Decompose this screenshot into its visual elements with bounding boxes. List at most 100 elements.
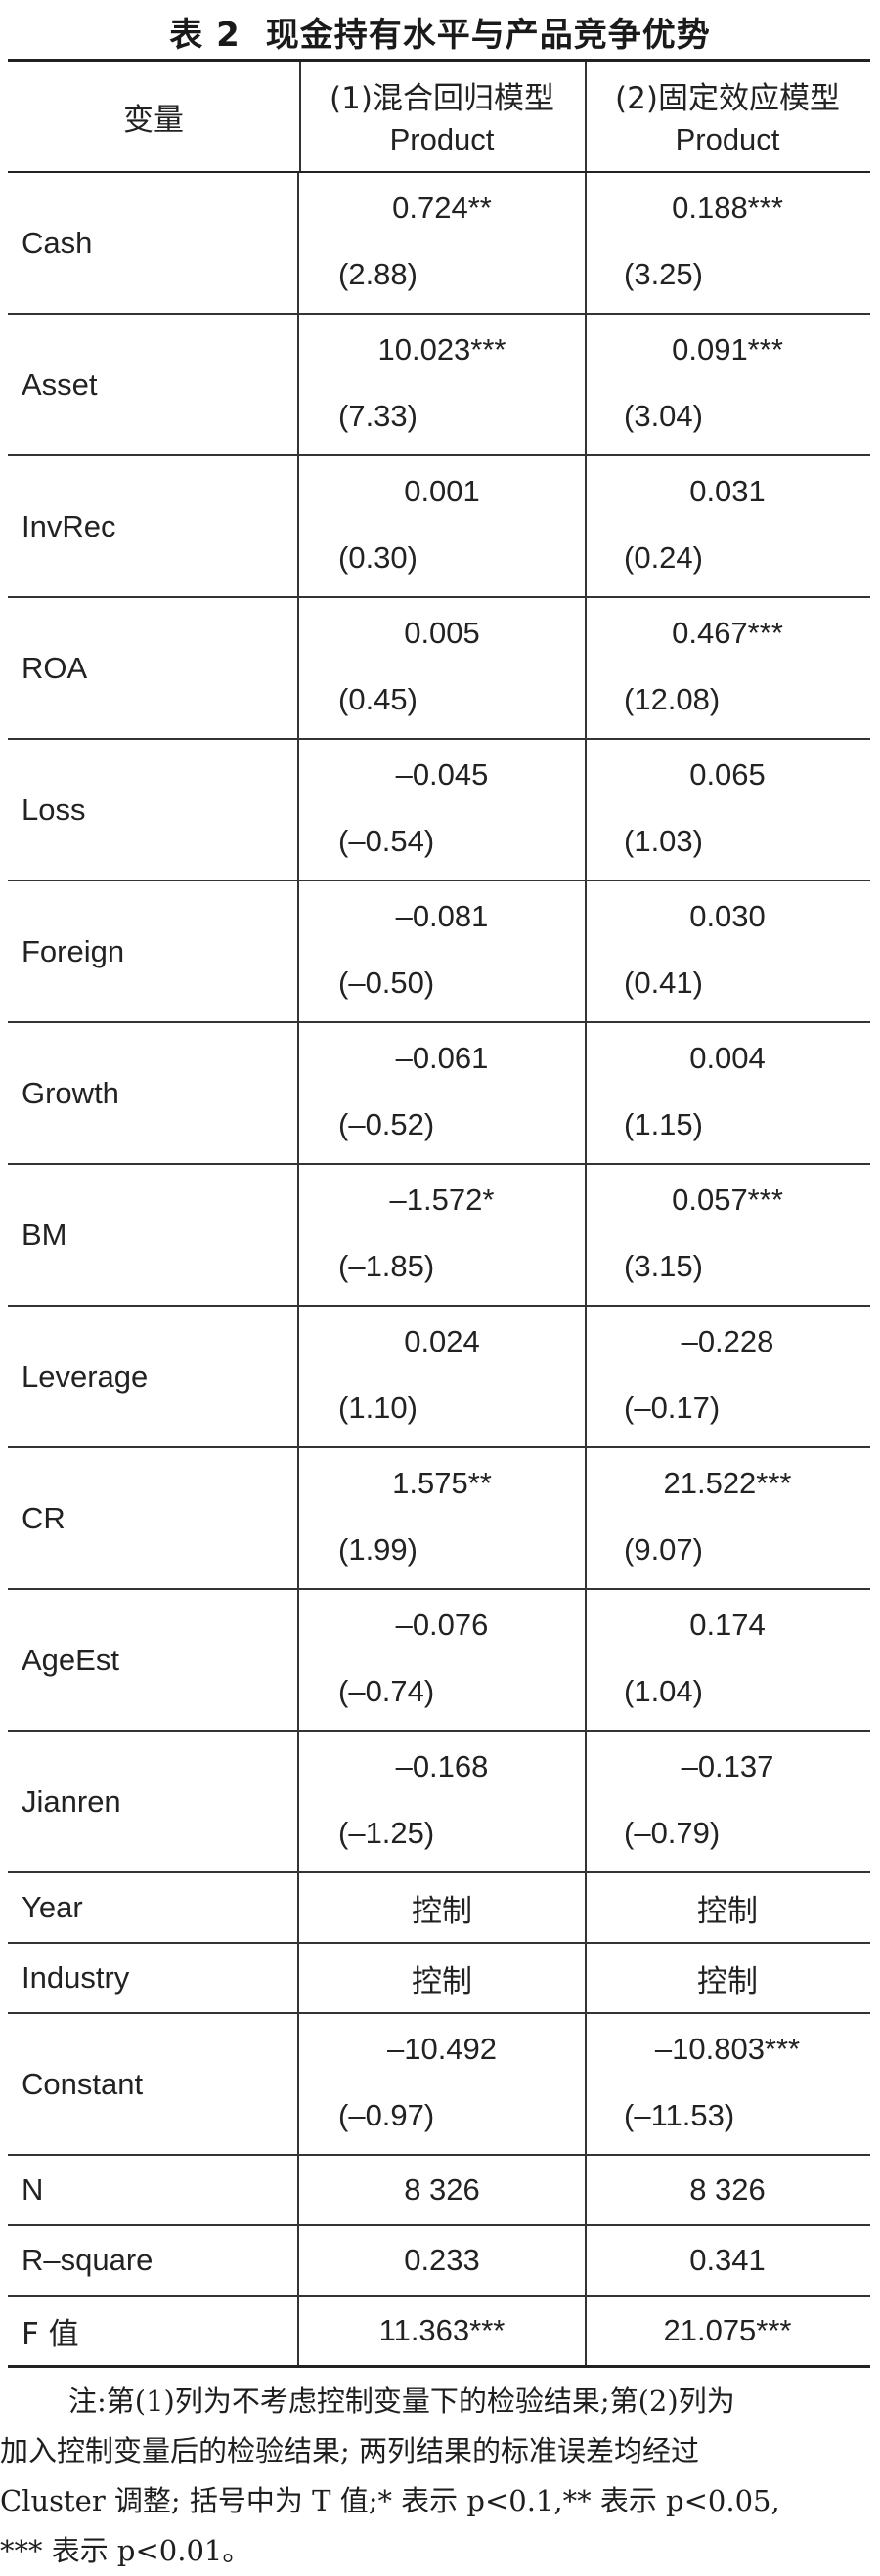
t-value-model-1: (2.88) [338,257,418,291]
header-model-2: (2)固定效应模型 Product [585,62,870,171]
table-row: Loss –0.045 (–0.54) 0.065 (1.03) [8,740,870,881]
cell-model-2: 8 326 [689,2172,766,2207]
coefficient-model-2: 0.091*** [672,332,783,366]
row-label: Asset [8,315,299,454]
header-model-1-dv: Product [389,122,495,156]
cell-model-1: 控制 [412,1963,472,1999]
cell-model-2: 控制 [697,1893,758,1929]
table-row-constant: Constant –10.492 (–0.97) –10.803*** (–11… [8,2014,870,2156]
t-value-model-1: (–0.52) [338,1107,435,1141]
row-label: Jianren [8,1732,299,1871]
coefficient-model-2: 0.174 [689,1608,766,1642]
t-value-model-2: (0.41) [624,966,703,1000]
t-value-model-2: (3.25) [624,257,703,291]
note-line-1: 注:第(1)列为不考虑控制变量下的检验结果;第(2)列为 [68,2384,735,2418]
cell-model-2: 控制 [697,1963,758,1999]
variable-rows: Cash 0.724** (2.88) 0.188*** (3.25) Asset 10.0… [8,173,870,1873]
table-row: Jianren –0.168 (–1.25) –0.137 (–0.79) [8,1732,870,1873]
coefficient-model-2: 0.030 [689,899,766,933]
row-label: F 值 [8,2297,299,2365]
table-row-f: F 值 11.363*** 21.075*** [8,2297,870,2365]
row-label: Growth [8,1023,299,1163]
cell-model-2: 21.075*** [663,2313,792,2347]
header-model-1: (1)混合回归模型 Product [299,62,587,171]
cell-model-1: 0.233 [404,2243,480,2277]
t-value-model-2: (3.15) [624,1249,703,1283]
t-value-model-1: (7.33) [338,399,418,433]
t-value-model-1: (–0.54) [338,824,435,858]
coefficient-model-1: 0.024 [404,1324,480,1358]
header-variable: 变量 [8,62,301,171]
coefficient-model-2: 0.065 [689,757,766,792]
row-label: BM [8,1165,299,1305]
table-row: AgeEst –0.076 (–0.74) 0.174 (1.04) [8,1590,870,1732]
table-row-rsquare: R–square 0.233 0.341 [8,2226,870,2297]
coefficient-model-1: –10.492 [386,2032,498,2066]
coefficient-model-2: –10.803*** [654,2032,801,2066]
t-value-model-1: (–0.97) [338,2098,435,2132]
row-label: Foreign [8,881,299,1021]
cell-model-1: 8 326 [404,2172,480,2207]
table-row: CR 1.575** (1.99) 21.522*** (9.07) [8,1448,870,1590]
table-row: Asset 10.023*** (7.33) 0.091*** (3.04) [8,315,870,456]
note-line-2: 加入控制变量后的检验结果; 两列结果的标准误差均经过 [0,2434,699,2468]
table-row: Cash 0.724** (2.88) 0.188*** (3.25) [8,173,870,315]
note-line-3: Cluster 调整; 括号中为 T 值;* 表示 p<0.1,** 表示 p<… [0,2484,780,2517]
table-note: 注:第(1)列为不考虑控制变量下的检验结果;第(2)列为 加入控制变量后的检验结… [0,2377,880,2576]
coefficient-model-1: 1.575** [392,1466,492,1500]
t-value-model-2: (–0.17) [624,1391,721,1425]
table-row: Growth –0.061 (–0.52) 0.004 (1.15) [8,1023,870,1165]
row-label: Industry [8,1944,299,2012]
t-value-model-1: (0.45) [338,682,418,716]
table-row: ROA 0.005 (0.45) 0.467*** (12.08) [8,598,870,740]
t-value-model-2: (0.24) [624,540,703,575]
t-value-model-2: (1.03) [624,824,703,858]
t-value-model-2: (1.15) [624,1107,703,1141]
table-row: InvRec 0.001 (0.30) 0.031 (0.24) [8,456,870,598]
t-value-model-1: (–1.85) [338,1249,435,1283]
t-value-model-2: (–0.79) [624,1816,721,1850]
t-value-model-1: (0.30) [338,540,418,575]
t-value-model-2: (9.07) [624,1532,703,1567]
row-label: N [8,2156,299,2224]
header-model-2-name: (2)固定效应模型 [615,81,840,116]
table-title-text: 现金持有水平与产品竞争优势 [265,16,711,55]
coefficient-model-1: 0.001 [404,474,480,508]
coefficient-model-1: –0.061 [395,1041,489,1075]
coefficient-model-2: 0.004 [689,1041,766,1075]
table-row-n: N 8 326 8 326 [8,2156,870,2226]
row-label: Loss [8,740,299,880]
header-model-2-dv: Product [675,122,780,156]
coefficient-model-2: 0.188*** [672,191,783,225]
t-value-model-2: (1.04) [624,1674,703,1708]
coefficient-model-1: –0.081 [395,899,489,933]
row-label: R–square [8,2226,299,2295]
t-value-model-1: (1.99) [338,1532,418,1567]
table-number: 表 2 [169,16,241,55]
row-label: AgeEst [8,1590,299,1730]
table-row-industry: Industry 控制 控制 [8,1944,870,2014]
row-label: Year [8,1873,299,1942]
cell-model-1: 控制 [412,1893,472,1929]
coefficient-model-2: –0.228 [681,1324,774,1358]
coefficient-model-2: 0.057*** [672,1182,783,1217]
note-line-4: *** 表示 p<0.01。 [0,2534,251,2567]
table-row: Foreign –0.081 (–0.50) 0.030 (0.41) [8,881,870,1023]
t-value-model-1: (–0.50) [338,966,435,1000]
cell-model-1: 11.363*** [378,2313,506,2347]
coefficient-model-1: 0.724** [392,191,492,225]
row-label: Cash [8,173,299,313]
row-label: ROA [8,598,299,738]
t-value-model-2: (3.04) [624,399,703,433]
regression-table: 变量 (1)混合回归模型 Product (2)固定效应模型 Product C… [8,59,870,2368]
coefficient-model-2: 0.031 [689,474,766,508]
coefficient-model-2: 0.467*** [672,616,783,650]
coefficient-model-1: –0.076 [395,1608,489,1642]
coefficient-model-1: 0.005 [404,616,480,650]
cell-model-2: 0.341 [689,2243,766,2277]
table-row: Leverage 0.024 (1.10) –0.228 (–0.17) [8,1307,870,1448]
t-value-model-1: (–0.74) [338,1674,435,1708]
t-value-model-2: (–11.53) [624,2098,735,2132]
coefficient-model-2: –0.137 [681,1749,774,1783]
